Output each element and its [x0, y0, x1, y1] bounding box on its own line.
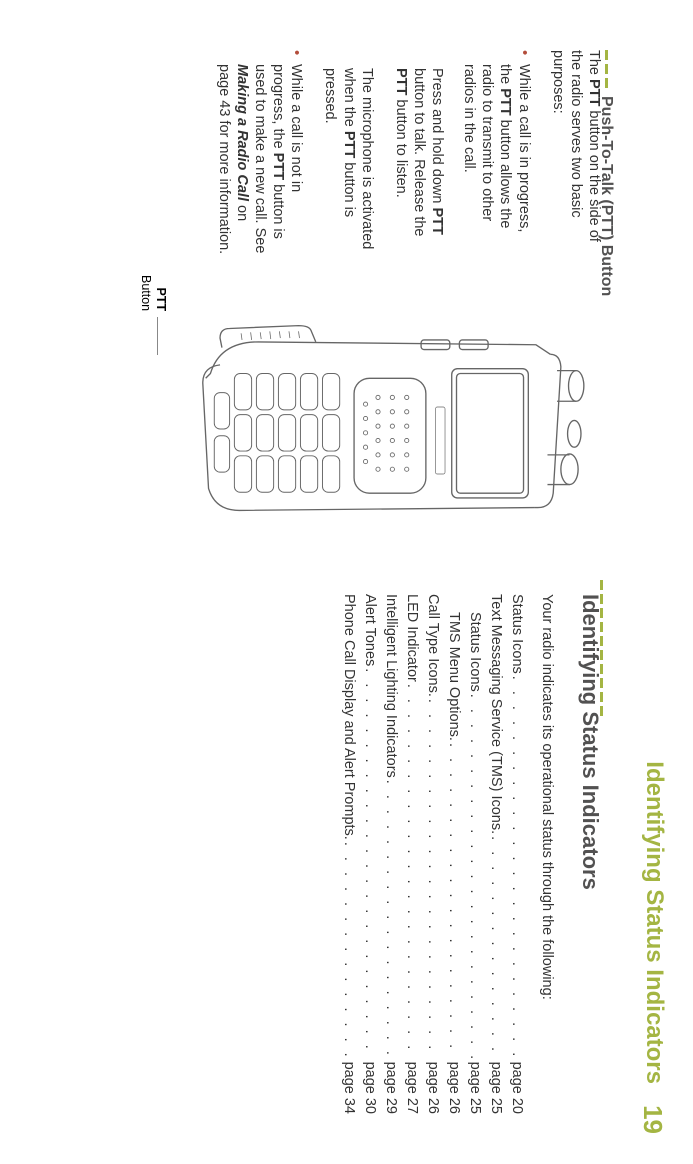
toc-item: Call Type Icons. page 26: [425, 594, 441, 1114]
toc-page: page 29: [383, 1062, 399, 1114]
toc-label: Text Messaging Service (TMS) Icons.: [488, 594, 504, 834]
toc-item: Status Icons page 20: [509, 594, 525, 1114]
page-number: 19: [637, 1105, 668, 1134]
toc-item: TMS Menu Options. page 26: [446, 594, 462, 1114]
toc-item: Alert Tones page 30: [362, 594, 378, 1114]
ptt-instruction-para: Press and hold down PTT button to talk. …: [392, 50, 446, 255]
toc-page: page 26: [446, 1062, 462, 1114]
toc-dots: [488, 836, 504, 1059]
toc-page: page 20: [509, 1062, 525, 1114]
ptt-callout-label: PTT Button: [138, 275, 168, 311]
running-header: Identifying Status Indicators: [640, 761, 668, 1084]
bullet-item: While a call is in progress, the PTT but…: [460, 50, 533, 255]
toc-page: page 25: [488, 1062, 504, 1114]
page-content: 19 Identifying Status Indicators Push-To…: [0, 0, 693, 1164]
microphone-para: The microphone is activated when the PTT…: [321, 50, 375, 255]
heading-bar-icon: [601, 580, 604, 590]
toc-label: TMS Menu Options.: [446, 612, 462, 741]
right-column: Identifying Status Indicators Your radio…: [148, 594, 603, 1114]
callout-line-icon: [157, 317, 158, 355]
toc-label: LED Indicator: [404, 594, 420, 682]
toc-dots: [341, 842, 357, 1060]
toc-dots: [509, 676, 525, 1060]
toc-item: Intelligent Lighting Indicators page 29: [383, 594, 399, 1114]
toc-dots: [467, 694, 483, 1060]
toc-item: Text Messaging Service (TMS) Icons. page …: [488, 594, 504, 1114]
toc-label: Call Type Icons.: [425, 594, 441, 697]
toc-page: page 30: [362, 1062, 378, 1114]
toc-dots: [404, 684, 420, 1060]
bullet-item: While a call is not in progress, the PTT…: [215, 50, 306, 255]
content-wrapper: The PTT button on the side of the radio …: [148, 50, 603, 1114]
toc-label: Alert Tones: [362, 594, 378, 666]
right-section-heading: Identifying Status Indicators: [577, 594, 603, 1114]
toc-label: Status Icons: [509, 594, 525, 674]
toc-dots: [446, 743, 462, 1060]
radio-figure: PTT Button: [148, 267, 603, 552]
ptt-intro-para: The PTT button on the side of the radio …: [549, 50, 603, 255]
toc-label: Status Icons: [467, 612, 483, 692]
toc-page: page 27: [404, 1062, 420, 1114]
toc-item: LED Indicator page 27: [404, 594, 420, 1114]
toc-dots: [362, 668, 378, 1059]
toc-page: page 25: [467, 1062, 483, 1114]
toc-label: Intelligent Lighting Indicators: [383, 594, 399, 778]
toc-page: page 34: [341, 1062, 357, 1114]
status-intro: Your radio indicates its operational sta…: [539, 594, 555, 1114]
left-column: The PTT button on the side of the radio …: [148, 50, 603, 554]
toc-item: Status Icons page 25: [467, 594, 483, 1114]
ptt-text-section: The PTT button on the side of the radio …: [148, 50, 603, 255]
toc-dots: [383, 780, 399, 1060]
toc-dots: [425, 699, 441, 1060]
toc-item: Phone Call Display and Alert Prompts. pag…: [341, 594, 357, 1114]
toc-list: Status Icons page 20 Text Messaging Servic…: [341, 594, 525, 1114]
toc-page: page 26: [425, 1062, 441, 1114]
toc-label: Phone Call Display and Alert Prompts.: [341, 594, 357, 840]
radio-illustration: [153, 267, 603, 547]
heading-bar-icon: [606, 50, 609, 60]
